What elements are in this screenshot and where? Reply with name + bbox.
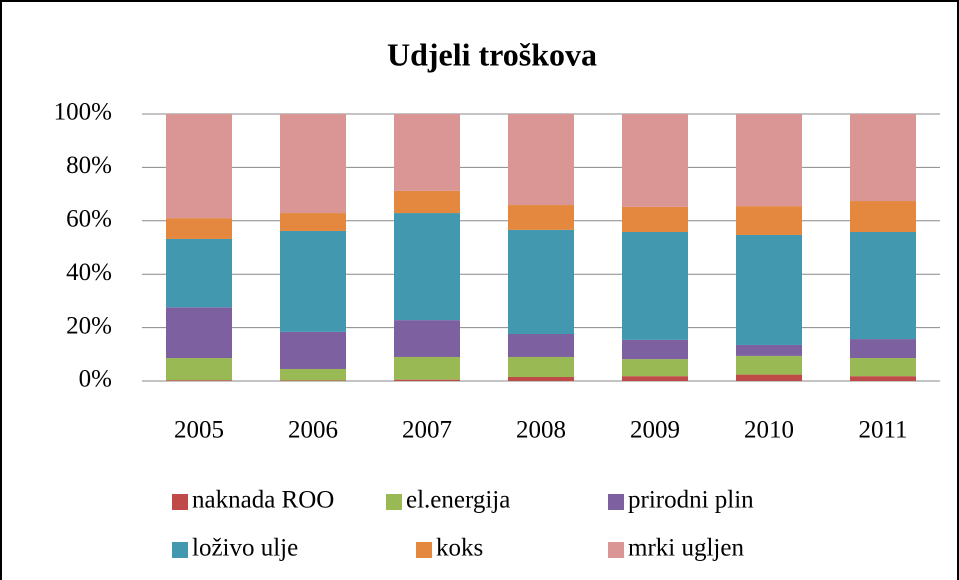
legend-swatch <box>386 494 402 510</box>
x-tick-label: 2007 <box>402 417 452 444</box>
bar-segment <box>622 232 688 340</box>
bar-segment <box>850 114 916 202</box>
y-tick-label: 0% <box>79 366 112 393</box>
bar-segment <box>508 205 574 230</box>
legend-label: loživo ulje <box>192 535 298 562</box>
bar-segment <box>166 238 232 308</box>
bar-segment <box>850 201 916 233</box>
y-tick-label: 60% <box>66 206 112 233</box>
legend-swatch <box>172 494 188 510</box>
bar-segment <box>166 218 232 239</box>
x-tick-label: 2011 <box>858 417 907 444</box>
bar-segment <box>508 229 574 335</box>
bar-segment <box>394 190 460 214</box>
bar-segment <box>736 114 802 207</box>
x-tick-label: 2010 <box>744 417 794 444</box>
bar-segment <box>280 380 346 381</box>
bar-segment <box>850 358 916 377</box>
bar-segment <box>736 344 802 356</box>
bar-segment <box>280 114 346 214</box>
bar-segment <box>508 356 574 377</box>
bar-segment <box>166 358 232 381</box>
bar-segment <box>850 339 916 359</box>
bar-segment <box>280 368 346 381</box>
bar-segment <box>622 206 688 233</box>
bar-segment <box>622 339 688 360</box>
x-tick-label: 2005 <box>174 417 224 444</box>
bar-segment <box>394 356 460 380</box>
legend-swatch <box>608 494 624 510</box>
legend-label: el.energija <box>406 487 510 514</box>
bar-segment <box>508 114 574 206</box>
chart-title: Udjeli troškova <box>387 36 597 72</box>
bar-segment <box>850 232 916 340</box>
bar-segment <box>166 307 232 359</box>
y-tick-label: 20% <box>66 312 112 339</box>
bar-segment <box>622 376 688 381</box>
bar-segment <box>736 355 802 375</box>
legend-label: koks <box>436 535 483 562</box>
legend-swatch <box>172 542 188 558</box>
bar-segment <box>736 374 802 381</box>
bar-segment <box>280 230 346 332</box>
y-tick-label: 40% <box>66 259 112 286</box>
bar-segment <box>166 380 232 381</box>
x-tick-label: 2008 <box>516 417 566 444</box>
x-tick-label: 2006 <box>288 417 338 444</box>
bar-segment <box>736 234 802 345</box>
bar-segment <box>280 213 346 231</box>
y-tick-label: 100% <box>54 99 112 126</box>
bar-segment <box>622 114 688 207</box>
legend-swatch <box>608 542 624 558</box>
bar-segment <box>394 213 460 321</box>
bar-segment <box>394 320 460 357</box>
bar-segment <box>850 376 916 381</box>
bar-segment <box>736 206 802 235</box>
bar-segment <box>508 376 574 381</box>
bar-segment <box>394 114 460 191</box>
bar-segment <box>508 334 574 357</box>
bar-segment <box>280 331 346 369</box>
legend-label: prirodni plin <box>628 487 754 514</box>
bar-segment <box>394 379 460 381</box>
bar-segment <box>622 359 688 377</box>
legend-label: naknada ROO <box>192 487 334 514</box>
bar-segment <box>166 114 232 219</box>
legend-label: mrki ugljen <box>628 535 744 562</box>
legend-swatch <box>416 542 432 558</box>
y-tick-label: 80% <box>66 152 112 179</box>
x-tick-label: 2009 <box>630 417 680 444</box>
